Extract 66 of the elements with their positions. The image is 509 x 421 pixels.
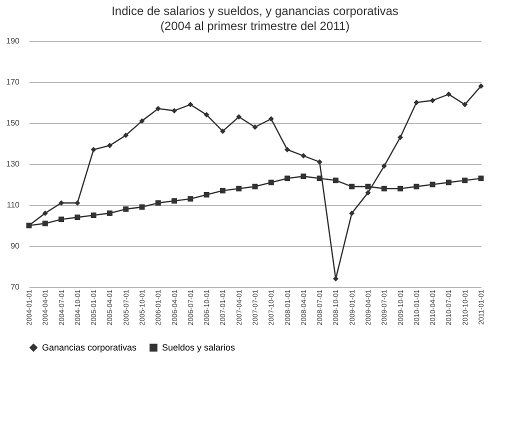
point (300, 153, 306, 159)
point (284, 146, 290, 152)
point (42, 220, 48, 226)
chart-title: Indice de salarios y sueldos, y ganancias corporativas (112, 4, 398, 18)
point (123, 206, 129, 212)
point (430, 182, 436, 188)
point (188, 102, 194, 108)
y-tick-label: 190 (6, 36, 20, 46)
point (90, 212, 96, 218)
y-tick-label: 70 (10, 282, 20, 292)
y-tick-label: 110 (6, 200, 20, 210)
point (252, 184, 258, 190)
point (446, 180, 452, 186)
point (365, 184, 371, 190)
point (58, 216, 64, 222)
point (398, 134, 404, 140)
point (188, 196, 194, 202)
point (74, 200, 80, 206)
point (139, 118, 145, 124)
point (139, 204, 145, 210)
point (284, 176, 290, 182)
point (268, 180, 274, 186)
point (446, 92, 452, 98)
point (155, 200, 161, 206)
point (123, 132, 129, 138)
point (236, 186, 242, 192)
point (204, 112, 210, 118)
point (300, 174, 306, 180)
point (268, 116, 274, 122)
point (349, 184, 355, 190)
point (478, 176, 484, 182)
point (462, 102, 468, 108)
point (414, 100, 420, 106)
point (381, 163, 387, 169)
y-tick-label: 170 (6, 78, 20, 86)
y-tick-label: 150 (6, 118, 20, 128)
point (365, 190, 371, 196)
point (252, 124, 258, 130)
point (349, 210, 355, 216)
point (316, 176, 322, 182)
y-tick-label: 130 (6, 160, 20, 168)
point (74, 214, 80, 220)
point (236, 114, 242, 120)
legend-label: Ganancias corporativas (42, 342, 138, 353)
chart-subtitle: (2004 al primesr trimestre del 2011) (160, 19, 350, 33)
point (316, 159, 322, 165)
y-tick-label: 90 (10, 242, 20, 250)
point (462, 178, 468, 184)
point (414, 184, 420, 190)
point (220, 188, 226, 194)
point (478, 83, 484, 89)
point (332, 276, 338, 282)
point (172, 108, 178, 114)
point (106, 142, 112, 148)
legend-label: Sueldos y salarios (162, 342, 236, 353)
point (204, 192, 210, 198)
point (106, 210, 112, 216)
point (172, 198, 178, 204)
point (332, 178, 338, 184)
point (155, 106, 161, 112)
point (42, 210, 48, 216)
point (90, 146, 96, 152)
point (398, 186, 404, 192)
point (430, 98, 436, 104)
point (220, 128, 226, 134)
point (381, 186, 387, 192)
